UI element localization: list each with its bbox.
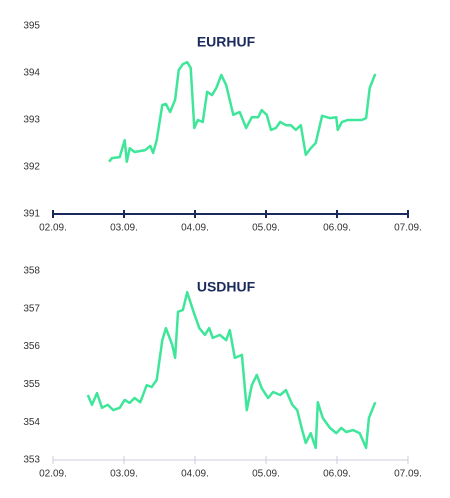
y-tick-label: 394 — [23, 68, 40, 79]
x-tick-label: 05.09. — [252, 469, 280, 480]
y-tick-label: 393 — [23, 115, 40, 126]
x-tick-label: 04.09. — [181, 223, 209, 234]
x-tick-label: 07.09. — [394, 469, 422, 480]
y-tick-label: 357 — [23, 303, 40, 314]
y-tick-label: 391 — [23, 209, 40, 220]
x-tick-label: 02.09. — [39, 469, 67, 480]
x-tick-label: 03.09. — [110, 469, 138, 480]
x-tick-label: 06.09. — [323, 223, 351, 234]
y-tick-label: 355 — [23, 379, 40, 390]
y-tick-label: 353 — [23, 455, 40, 466]
x-tick-label: 05.09. — [252, 223, 280, 234]
x-tick-label: 07.09. — [394, 223, 422, 234]
y-tick-label: 358 — [23, 266, 40, 277]
x-tick-label: 06.09. — [323, 469, 351, 480]
y-tick-label: 392 — [23, 162, 40, 173]
x-tick-label: 03.09. — [110, 223, 138, 234]
chart-title: USDHUF — [197, 279, 256, 295]
y-tick-label: 354 — [23, 417, 40, 428]
price-line — [108, 60, 377, 164]
price-line — [86, 290, 377, 450]
x-tick-label: 04.09. — [181, 469, 209, 480]
chart-title: EURHUF — [197, 34, 256, 50]
x-tick-label: 02.09. — [39, 223, 67, 234]
y-tick-label: 395 — [23, 21, 40, 32]
y-tick-label: 356 — [23, 341, 40, 352]
